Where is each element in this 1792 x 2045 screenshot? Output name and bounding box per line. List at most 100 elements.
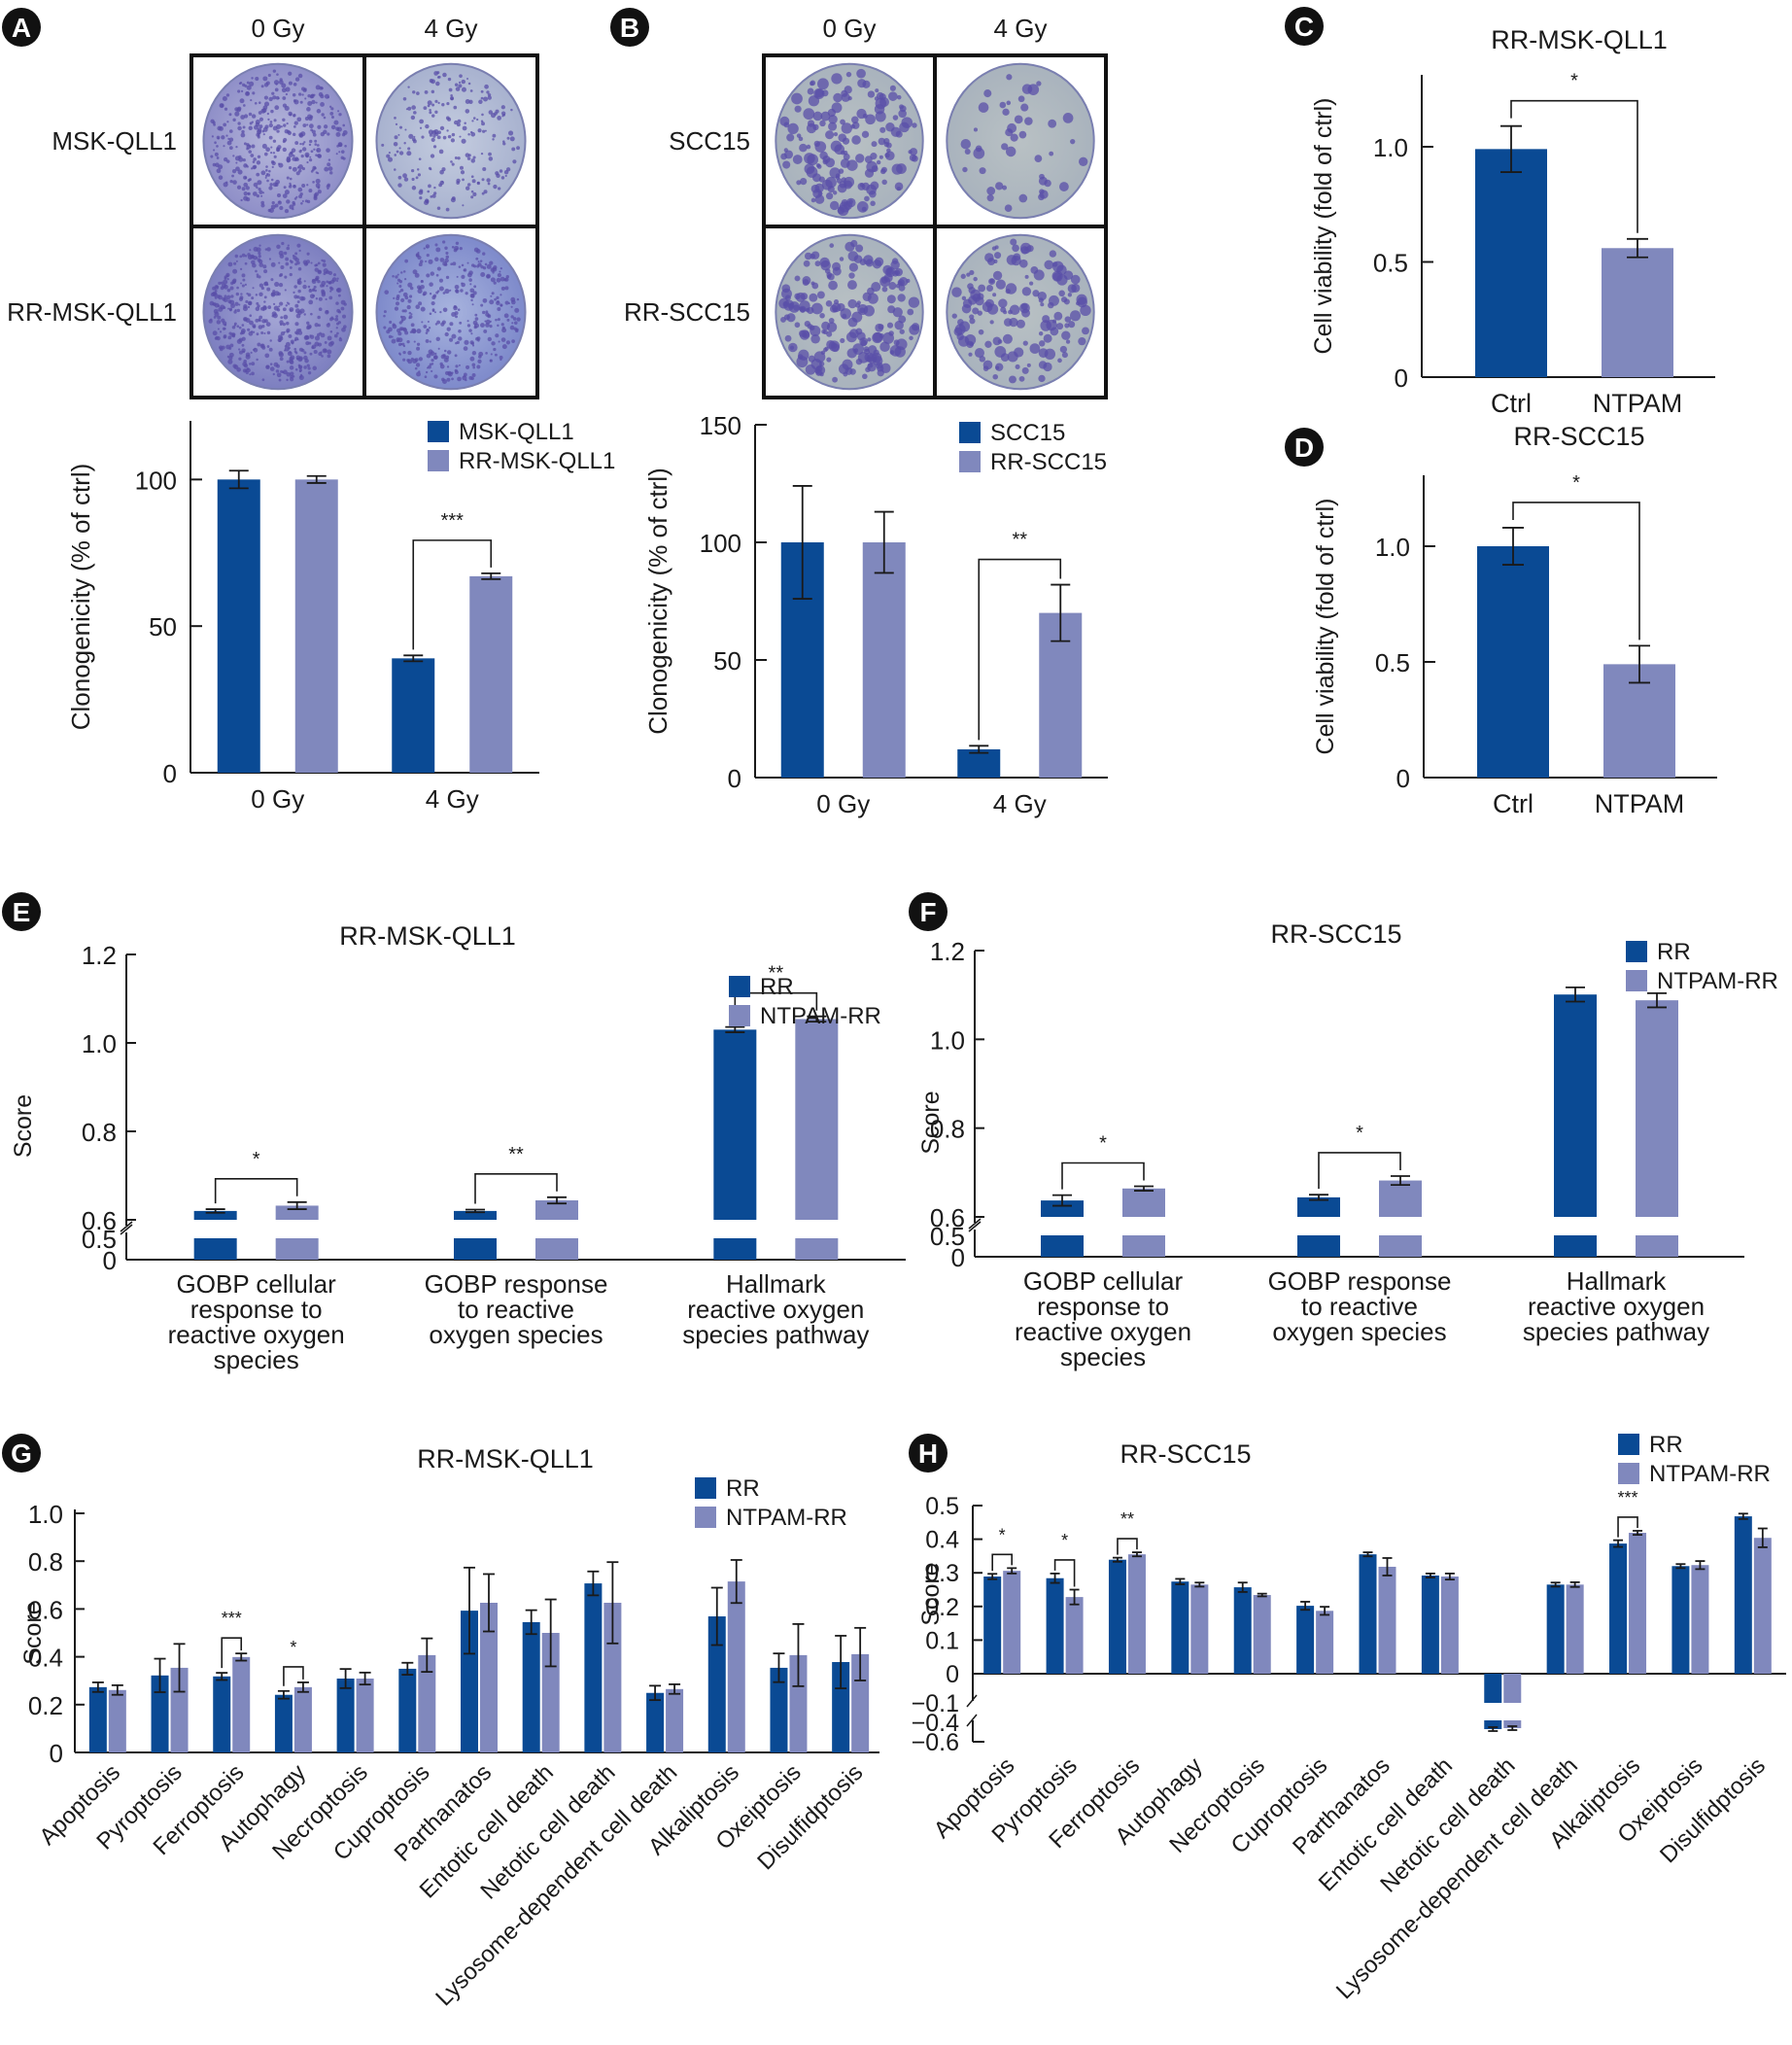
colony xyxy=(489,359,493,363)
colony xyxy=(243,142,247,146)
colony xyxy=(468,270,473,275)
colony xyxy=(248,125,253,131)
colony xyxy=(1043,333,1052,343)
colony xyxy=(895,130,903,138)
y-tick-label: 1.0 xyxy=(82,1029,117,1058)
colony xyxy=(331,277,337,282)
colony xyxy=(268,347,273,352)
colony xyxy=(243,318,247,322)
colony xyxy=(266,247,271,252)
colony xyxy=(429,108,431,112)
colony xyxy=(833,299,840,305)
colony xyxy=(272,69,277,73)
colony xyxy=(888,330,894,336)
colony xyxy=(238,82,242,86)
colony xyxy=(245,299,249,304)
colony xyxy=(879,126,886,133)
y-tick-label: −0.1 xyxy=(912,1690,959,1717)
colony xyxy=(286,328,291,333)
colony xyxy=(327,354,331,359)
colony xyxy=(260,108,266,114)
colony xyxy=(454,83,459,87)
colony xyxy=(458,84,463,88)
axis-break-mark xyxy=(966,1714,978,1727)
colony xyxy=(241,273,246,278)
colony xyxy=(1082,327,1089,335)
colony xyxy=(329,340,335,346)
colony xyxy=(445,207,450,212)
colony xyxy=(394,154,396,156)
colony xyxy=(472,191,477,197)
colony xyxy=(879,276,891,288)
colony xyxy=(1029,343,1041,354)
colony xyxy=(472,117,476,120)
colony xyxy=(1057,358,1062,364)
colony xyxy=(488,156,494,161)
colony xyxy=(431,301,435,306)
colony xyxy=(825,157,836,168)
chart-G: RR-MSK-QLL100.20.40.60.81.0ScoreApoptosi… xyxy=(19,1444,879,2011)
colony xyxy=(810,333,820,344)
y-tick-label: 1.0 xyxy=(28,1500,63,1529)
colony xyxy=(441,103,445,107)
colony xyxy=(449,289,452,292)
colony xyxy=(453,248,458,253)
colony xyxy=(294,367,298,371)
colony xyxy=(297,266,302,271)
colony xyxy=(232,180,237,185)
bar-ntpam-rr xyxy=(1440,1577,1459,1674)
colony xyxy=(433,71,439,76)
colony xyxy=(431,103,435,107)
colony xyxy=(474,313,478,317)
colony xyxy=(455,241,460,245)
colony xyxy=(257,258,261,262)
colony xyxy=(254,101,258,105)
colony xyxy=(820,111,831,121)
colony xyxy=(297,357,303,363)
colony xyxy=(504,286,509,291)
legend-swatch xyxy=(729,1005,750,1026)
colony xyxy=(418,157,422,161)
y-tick-label: 0.5 xyxy=(930,1222,965,1251)
colony xyxy=(1019,302,1030,314)
colony xyxy=(470,332,473,335)
legend-label: RR xyxy=(1649,1432,1683,1458)
colony xyxy=(251,296,255,300)
colony xyxy=(335,153,338,156)
colony xyxy=(258,190,263,194)
colony xyxy=(294,322,299,327)
colony xyxy=(496,300,500,306)
y-tick-label: 0 xyxy=(946,1661,959,1688)
colony xyxy=(315,183,321,189)
colony xyxy=(231,168,237,174)
colony xyxy=(829,243,835,248)
colony xyxy=(825,176,837,189)
colony xyxy=(459,165,464,170)
colony xyxy=(278,305,281,308)
colony xyxy=(226,278,229,281)
colony xyxy=(898,315,907,324)
colony xyxy=(285,87,291,92)
colony xyxy=(240,198,243,202)
colony xyxy=(243,195,249,201)
x-tick-label: reactive oxygen xyxy=(168,1320,345,1349)
colony xyxy=(402,173,407,179)
colony xyxy=(513,327,517,330)
colony xyxy=(317,261,321,265)
colony xyxy=(803,260,810,267)
legend-swatch xyxy=(959,451,981,472)
bar-ntpam-rr xyxy=(1629,1533,1647,1674)
x-tick-label: Hallmark xyxy=(726,1269,827,1299)
colony xyxy=(477,128,482,133)
dish-cell xyxy=(933,53,1108,228)
colony xyxy=(396,150,399,154)
colony xyxy=(239,98,245,104)
colony xyxy=(317,332,321,337)
significance-bracket xyxy=(1061,1161,1145,1190)
bar-rr xyxy=(522,1621,540,1752)
colony xyxy=(491,292,495,295)
colony xyxy=(473,247,479,253)
colony xyxy=(461,138,466,144)
colony xyxy=(822,329,828,335)
colony xyxy=(272,95,277,100)
